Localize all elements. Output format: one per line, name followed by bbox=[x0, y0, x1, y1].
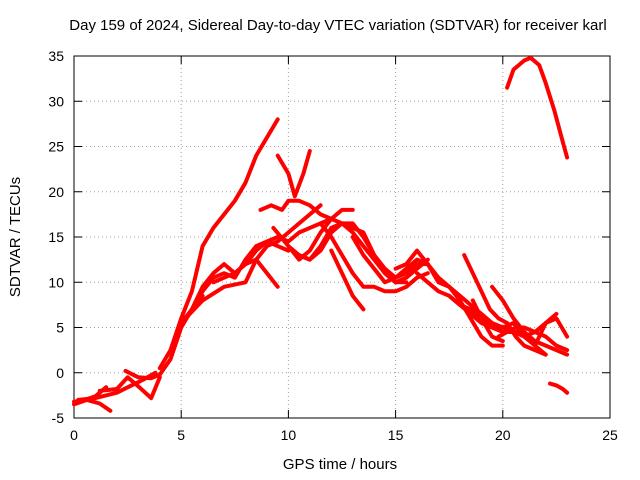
y-tick-label: 30 bbox=[48, 93, 64, 109]
y-tick-label: -5 bbox=[52, 410, 65, 426]
x-tick-label: 5 bbox=[177, 427, 185, 443]
y-tick-label: 15 bbox=[48, 229, 64, 245]
x-tick-label: 15 bbox=[388, 427, 404, 443]
x-tick-label: 20 bbox=[495, 427, 511, 443]
series-line-s25 bbox=[496, 325, 570, 353]
series-line-s22 bbox=[462, 253, 548, 357]
x-axis-label: GPS time / hours bbox=[283, 456, 397, 473]
series-line-s15 bbox=[297, 221, 430, 285]
series-line-s8 bbox=[183, 203, 323, 321]
series-line-s21 bbox=[447, 293, 548, 357]
series-line-s12 bbox=[275, 149, 312, 199]
grid bbox=[74, 56, 610, 418]
x-tick-label: 0 bbox=[70, 427, 78, 443]
chart-title: Day 159 of 2024, Sidereal Day-to-day VTE… bbox=[69, 17, 606, 34]
y-tick-label: 5 bbox=[56, 320, 64, 336]
series-line-s24 bbox=[490, 284, 570, 357]
series-line-s2 bbox=[72, 397, 113, 413]
y-tick-label: 10 bbox=[48, 274, 64, 290]
y-tick-label: 0 bbox=[56, 365, 64, 381]
series-line-s10 bbox=[211, 216, 334, 285]
series-line-s28 bbox=[548, 381, 570, 395]
y-tick-label: 20 bbox=[48, 184, 64, 200]
series-line-s29 bbox=[505, 55, 570, 160]
series-line-s16 bbox=[318, 221, 430, 294]
x-tick-label: 10 bbox=[281, 427, 297, 443]
x-tick-label: 25 bbox=[602, 427, 618, 443]
series-group bbox=[72, 55, 570, 413]
series-line-s4 bbox=[97, 375, 162, 401]
y-tick-label: 35 bbox=[48, 48, 64, 64]
series-line-s17 bbox=[329, 248, 366, 312]
series-line-s20 bbox=[415, 271, 527, 339]
y-tick-label: 25 bbox=[48, 139, 64, 155]
series-line-s27 bbox=[533, 311, 559, 348]
series-line-s23 bbox=[470, 298, 505, 344]
y-axis-label: SDTVAR / TECUs bbox=[7, 177, 24, 297]
axis-ticks: 0 5 10 15 20 25 -5 0 5 10 15 20 25 30 35 bbox=[48, 48, 618, 443]
